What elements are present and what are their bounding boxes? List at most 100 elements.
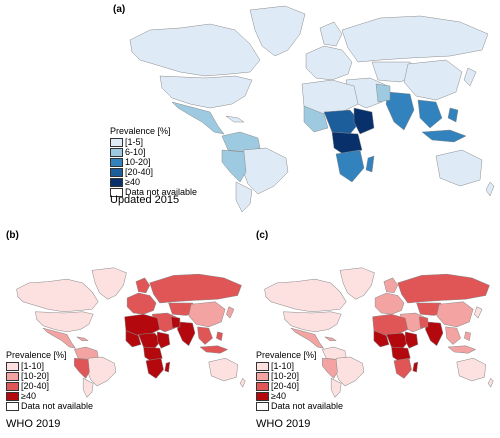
region-canada — [16, 278, 99, 313]
legend-label: ≥40 — [21, 391, 36, 401]
region-sahel — [323, 109, 361, 135]
world-map-a — [129, 5, 495, 213]
legend-item-a-2: 6-10] — [110, 147, 197, 157]
legend-item-b-4: ≥40 — [6, 391, 93, 401]
region-europe — [305, 45, 353, 81]
region-usa — [283, 311, 342, 333]
legend-title-c: Prevalence [%] — [256, 350, 317, 360]
legend-swatch — [256, 361, 269, 371]
legend-item-c-1: [1-10] — [256, 361, 343, 371]
legend-label: [10-20] — [21, 371, 50, 381]
region-russia — [149, 273, 242, 304]
legend-b: Prevalence [%] [1-10] [10-20] [20-40] ≥4… — [6, 350, 93, 411]
region-southern-cone — [82, 378, 94, 398]
region-andes — [74, 358, 90, 379]
region-mexico — [42, 327, 76, 349]
legend-c: Prevalence [%] [1-10] [10-20] [20-40] ≥4… — [256, 350, 343, 411]
region-west-africa — [125, 330, 142, 348]
legend-swatch — [6, 401, 19, 411]
legend-swatch — [256, 381, 269, 391]
legend-item-a-4: [20-40] — [110, 167, 197, 177]
legend-swatch — [110, 177, 123, 187]
legend-item-b-1: [1-10] — [6, 361, 93, 371]
legend-item-a-5: ≥40 — [110, 177, 197, 187]
region-east-africa — [353, 107, 375, 135]
legend-label: 6-10] — [125, 147, 146, 157]
legend-item-c-4: ≥40 — [256, 391, 343, 401]
legend-label: Data not available — [271, 401, 344, 411]
panel-label-b: (b) — [6, 230, 19, 241]
region-caribbean — [225, 115, 245, 123]
region-southern-africa — [335, 149, 365, 183]
legend-title-b: Prevalence [%] — [6, 350, 67, 360]
region-mexico — [290, 327, 324, 349]
panel-label-c: (c) — [256, 230, 269, 241]
legend-item-c-2: [10-20] — [256, 371, 343, 381]
legend-swatch — [6, 361, 19, 371]
region-philippines — [447, 107, 459, 123]
region-japan — [226, 306, 235, 319]
legend-label: [1-10] — [271, 361, 295, 371]
world-map-b — [16, 267, 246, 398]
region-caribbean — [324, 336, 337, 341]
legend-swatch — [6, 381, 19, 391]
panel-c: (c) — [250, 226, 500, 438]
region-scandinavia — [319, 21, 343, 47]
legend-title-a: Prevalence [%] — [110, 126, 171, 136]
legend-label: [1-10] — [21, 361, 45, 371]
legend-label: Data not available — [125, 187, 198, 197]
legend-swatch — [256, 371, 269, 381]
region-southeast-asia — [417, 99, 443, 129]
legend-label: Data not available — [21, 401, 94, 411]
source-label-a: Updated 2015 — [110, 194, 180, 206]
panel-b: (b) — [0, 226, 250, 438]
region-europe — [374, 292, 405, 315]
region-australia — [435, 149, 483, 187]
region-new-zealand — [485, 181, 495, 197]
region-brazil — [241, 147, 289, 195]
legend-swatch — [110, 147, 123, 157]
region-southern-africa — [145, 358, 164, 379]
region-scandinavia — [383, 277, 398, 294]
region-canada — [264, 278, 347, 313]
region-greenland — [91, 267, 127, 300]
region-sahel — [386, 332, 410, 349]
region-japan — [474, 306, 483, 319]
region-north-south-america — [74, 346, 99, 360]
region-southern-africa — [393, 358, 412, 379]
region-philippines — [464, 331, 471, 341]
region-china — [188, 301, 226, 328]
legend-swatch — [6, 371, 19, 381]
legend-item-b-3: [20-40] — [6, 381, 93, 391]
region-pakistan — [418, 316, 429, 329]
region-greenland — [339, 267, 375, 300]
region-madagascar — [164, 361, 171, 373]
region-china — [436, 301, 474, 328]
region-russia — [341, 15, 489, 63]
legend-item-c-3: [20-40] — [256, 381, 343, 391]
source-label-b: WHO 2019 — [6, 418, 61, 430]
world-map-c — [264, 267, 494, 398]
source-label-c: WHO 2019 — [256, 418, 311, 430]
region-indonesia — [199, 345, 228, 354]
region-new-zealand — [487, 378, 494, 388]
legend-swatch — [110, 167, 123, 177]
region-greenland — [249, 5, 306, 57]
region-madagascar — [365, 155, 375, 173]
region-mexico — [171, 101, 225, 135]
panel-label-a: (a) — [113, 4, 126, 15]
legend-label: ≥40 — [271, 391, 286, 401]
legend-swatch — [256, 401, 269, 411]
region-indonesia — [421, 129, 467, 143]
region-southern-cone — [235, 181, 253, 213]
region-australia — [456, 358, 486, 382]
region-australia — [208, 358, 238, 382]
region-scandinavia — [135, 277, 150, 294]
legend-item-a-1: [1-5] — [110, 137, 197, 147]
region-usa — [159, 75, 253, 109]
region-north-south-america — [221, 131, 261, 153]
region-madagascar — [412, 361, 419, 373]
region-pakistan — [375, 83, 391, 103]
region-usa — [35, 311, 94, 333]
legend-label: 10-20] — [125, 157, 151, 167]
